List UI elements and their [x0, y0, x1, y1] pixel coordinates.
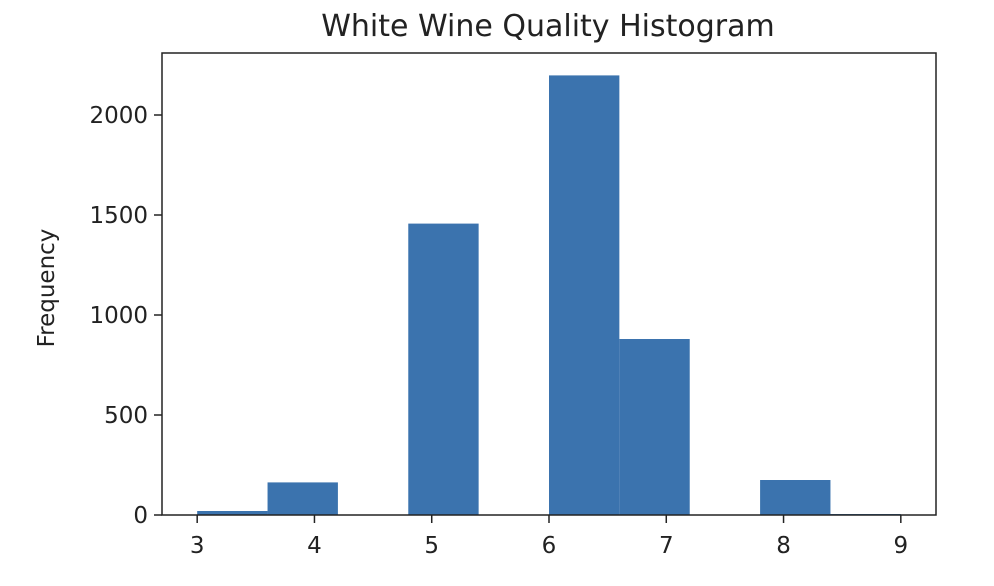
x-tick-label: 5: [424, 533, 439, 559]
x-tick-label: 6: [542, 533, 557, 559]
x-tick-label: 3: [190, 533, 205, 559]
histogram-bar: [619, 339, 690, 515]
y-axis-ticks: 0 500 1000 1500 2000: [89, 103, 162, 529]
x-tick-label: 7: [659, 533, 674, 559]
histogram-bar: [760, 480, 831, 515]
y-tick-label: 1500: [89, 203, 148, 229]
x-axis-ticks: 3 4 5 6 7 8 9: [190, 515, 908, 559]
histogram-bar: [549, 75, 620, 516]
x-tick-label: 8: [776, 533, 791, 559]
plot-frame: [161, 52, 937, 516]
chart-title: White Wine Quality Histogram: [321, 9, 774, 44]
histogram-bar: [197, 511, 268, 515]
y-tick-label: 2000: [89, 103, 148, 129]
x-tick-label: 4: [307, 533, 322, 559]
histogram-bar: [408, 223, 479, 515]
bars-group: [197, 75, 901, 516]
histogram-bar: [267, 482, 338, 515]
x-tick-label: 9: [893, 533, 908, 559]
y-axis-label: Frequency: [34, 229, 60, 348]
y-tick-label: 1000: [89, 303, 148, 329]
y-tick-label: 0: [133, 503, 148, 529]
y-tick-label: 500: [104, 403, 148, 429]
